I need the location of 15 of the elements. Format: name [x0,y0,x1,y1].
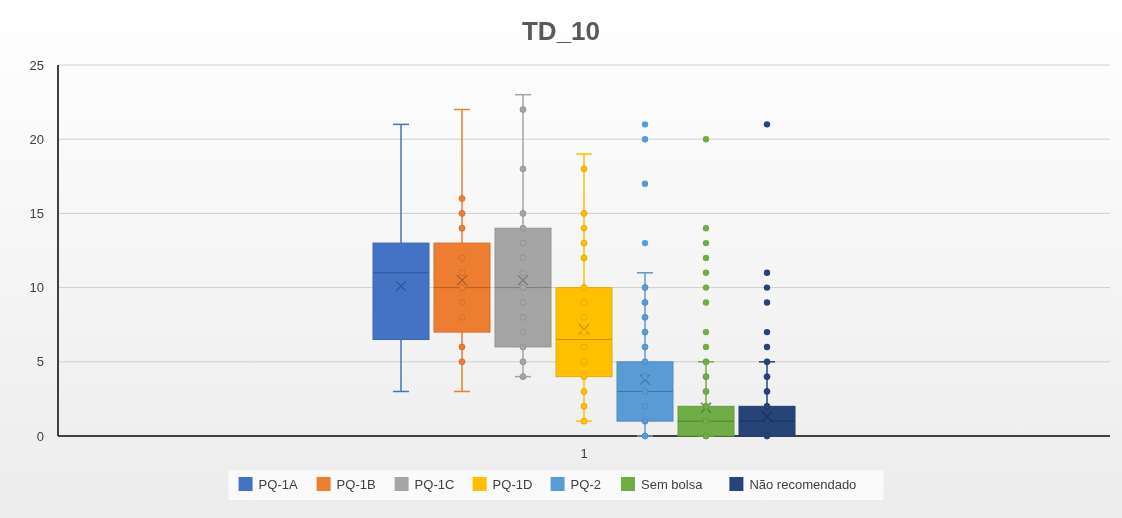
legend-label: PQ-1B [336,476,376,492]
y-tick-label: 20 [29,131,44,147]
chart-title: TD_10 [521,16,601,46]
legend-label: PQ-1C [414,476,455,492]
y-tick-label: 10 [29,280,44,296]
legend-label: PQ-1D [492,476,533,492]
legend-label: Sem bolsa [641,476,704,492]
x-tick-label: 1 [580,446,588,461]
y-tick-label: 15 [29,205,44,221]
y-tick-label: 25 [29,57,44,73]
y-tick-label: 0 [36,428,44,444]
legend-label: PQ-1A [258,476,298,492]
legend-label: Não recomendado [749,476,857,492]
y-tick-label: 5 [36,354,44,370]
legend-label: PQ-2 [570,476,601,492]
